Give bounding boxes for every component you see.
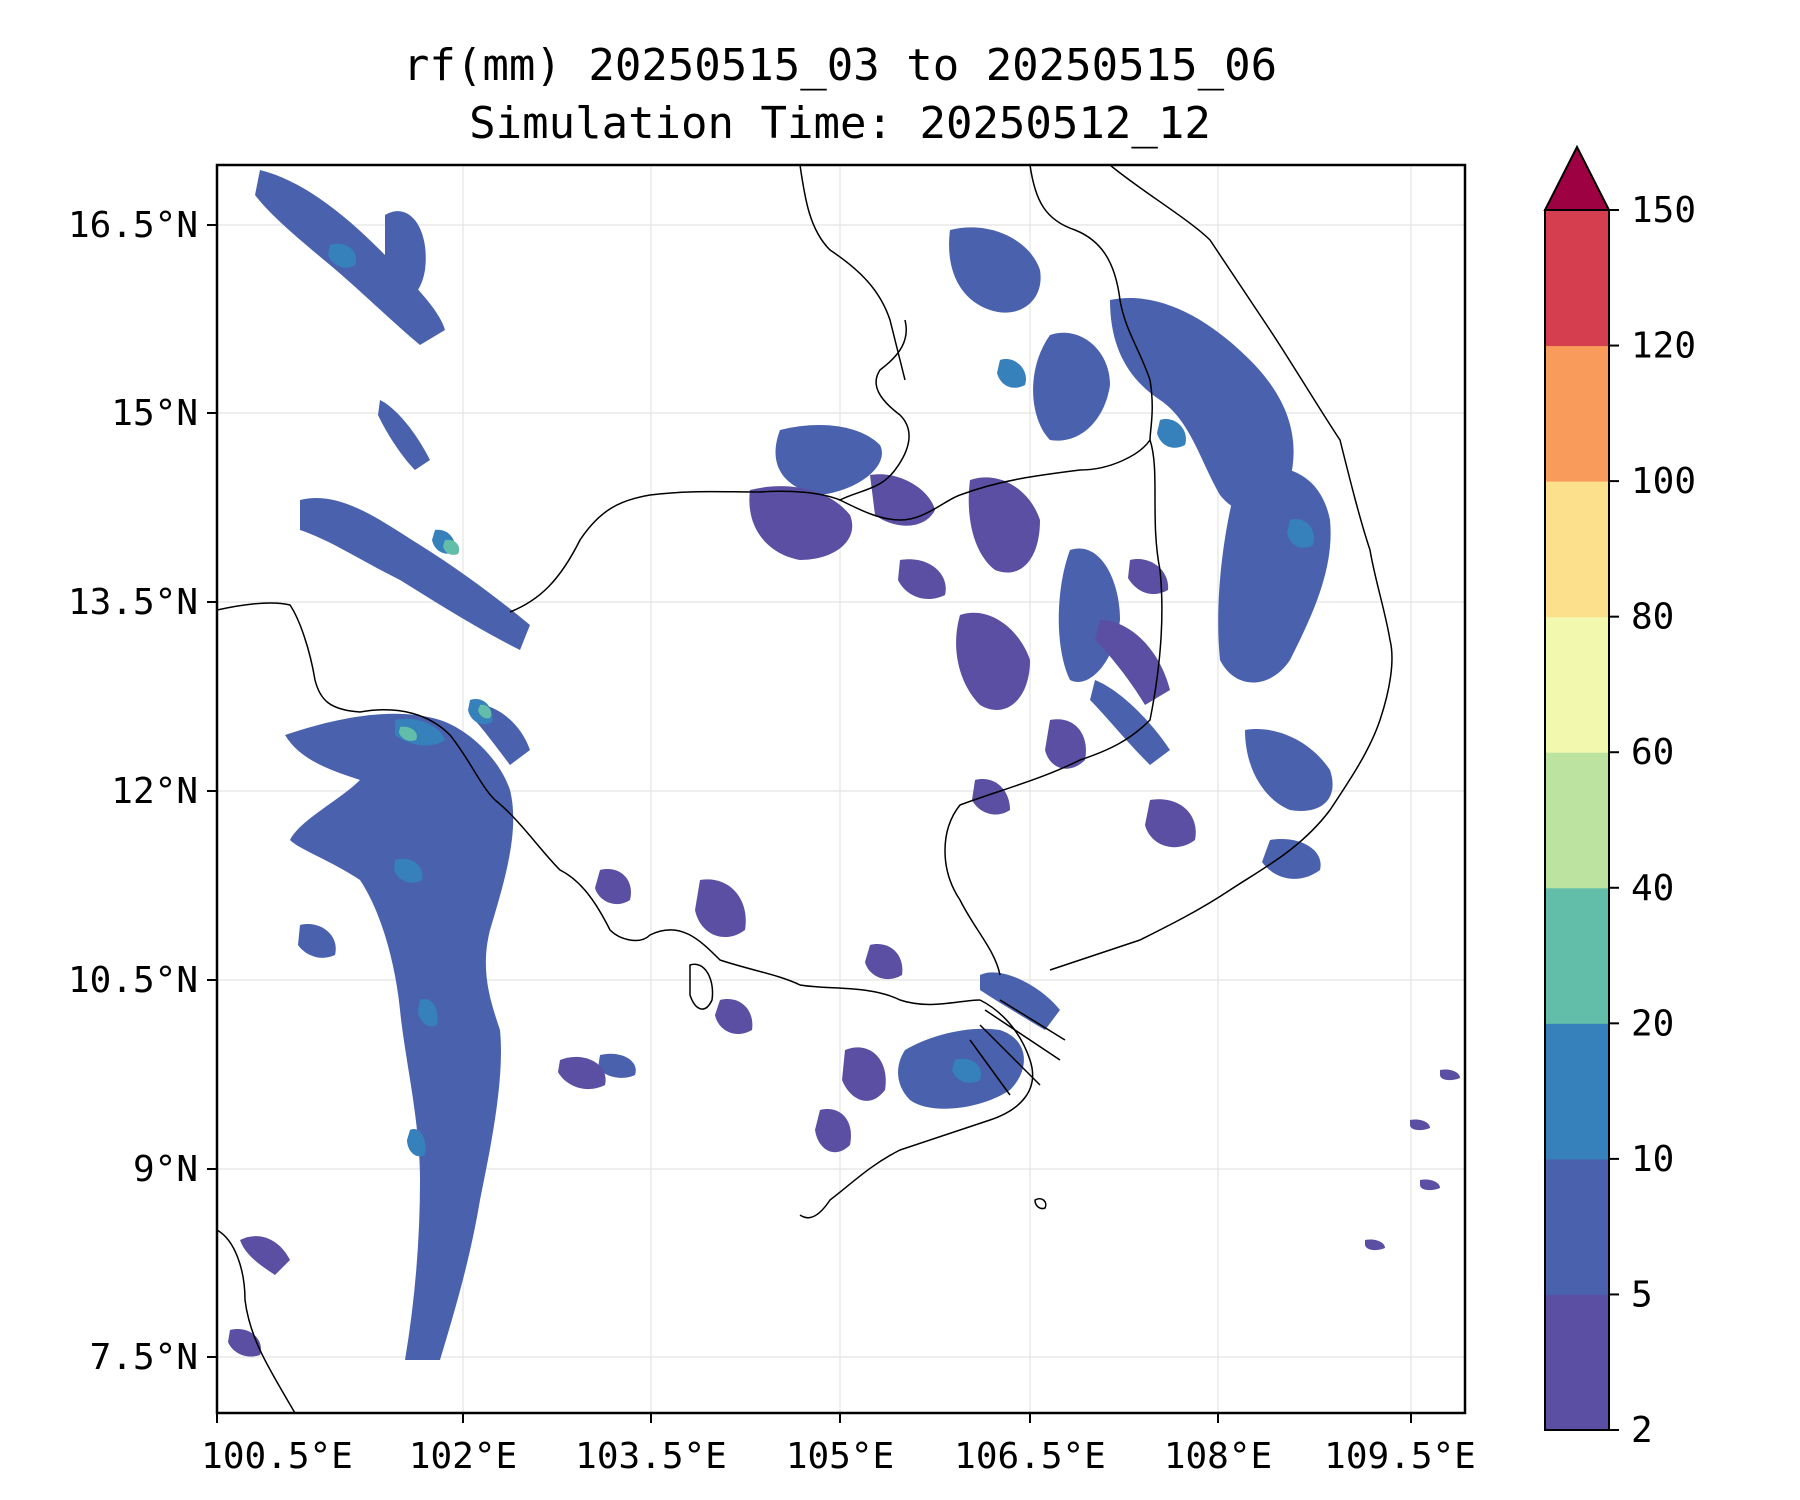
y-tick-label: 9°N	[133, 1149, 198, 1190]
map-subtitle: Simulation Time: 20250512_12	[469, 98, 1211, 149]
y-tick-label: 12°N	[111, 771, 198, 812]
rain-band-5mm-lighter	[228, 474, 1460, 1357]
coastline-vietnam-south	[799, 999, 1034, 1219]
colorbar-label: 10	[1631, 1139, 1674, 1180]
colorbar-labels: 2 5 10 20 40 60 80 100 120 150	[1631, 190, 1696, 1451]
map-title: rf(mm) 20250515_03 to 20250515_06	[402, 40, 1278, 91]
colorbar-ticks	[1609, 209, 1619, 1431]
border-cambodia-vietnam	[944, 439, 1163, 976]
colorbar-label: 100	[1631, 461, 1696, 502]
y-tick-label: 7.5°N	[90, 1337, 198, 1378]
colorbar: 2 5 10 20 40 60 80 100 120 150	[1543, 144, 1696, 1451]
x-tick-label: 100.5°E	[201, 1436, 353, 1477]
colorbar-label: 5	[1631, 1274, 1653, 1315]
rain-cores-20mm	[399, 539, 492, 741]
axis-ticks	[207, 224, 1412, 1423]
colorbar-segment	[1545, 210, 1609, 347]
x-tick-label: 109.5°E	[1324, 1436, 1476, 1477]
mekong-delta-branches	[969, 999, 1066, 1096]
border-cambodia-laos	[839, 319, 910, 501]
colorbar-segment	[1545, 1158, 1609, 1295]
border-laos-vietnam	[1029, 165, 1153, 441]
colorbar-segment	[1545, 616, 1609, 753]
island-phu-quoc	[689, 963, 714, 1010]
coastline-thailand-west	[217, 602, 496, 801]
colorbar-extend-arrow	[1543, 144, 1611, 211]
colorbar-label: 120	[1631, 326, 1696, 367]
coastline-cambodia	[494, 799, 981, 1006]
coastline-vietnam-east	[1049, 165, 1393, 971]
x-tick-label: 103.5°E	[575, 1436, 727, 1477]
colorbar-label: 2	[1631, 1410, 1653, 1451]
colorbar-segment	[1545, 1294, 1609, 1431]
x-tick-label: 106.5°E	[954, 1436, 1106, 1477]
colorbar-segments	[1545, 210, 1609, 1431]
coastlines-and-borders	[217, 165, 1393, 1413]
rain-cores-10mm	[328, 243, 1315, 1157]
y-tick-label: 10.5°N	[68, 960, 198, 1001]
x-tick-label: 102°E	[409, 1436, 517, 1477]
rainfall-contours	[228, 170, 1460, 1360]
colorbar-label: 40	[1631, 868, 1674, 909]
colorbar-segment	[1545, 1023, 1609, 1160]
colorbar-label: 60	[1631, 732, 1674, 773]
y-tick-label: 15°N	[111, 393, 198, 434]
colorbar-segment	[1545, 752, 1609, 889]
colorbar-segment	[1545, 481, 1609, 618]
island-con-dao	[1034, 1197, 1047, 1210]
y-tick-label: 13.5°N	[68, 582, 198, 623]
colorbar-frame	[1544, 209, 1610, 1431]
colorbar-label: 80	[1631, 597, 1674, 638]
peninsula-coast	[217, 1229, 296, 1413]
colorbar-segment	[1545, 345, 1609, 482]
colorbar-label: 150	[1631, 190, 1696, 231]
colorbar-segment	[1545, 887, 1609, 1024]
x-tick-label: 105°E	[786, 1436, 894, 1477]
border-thailand-laos	[799, 165, 906, 381]
border-cambodia-thailand	[509, 490, 961, 613]
x-tick-label: 108°E	[1164, 1436, 1272, 1477]
gridlines	[216, 165, 1465, 1413]
y-tick-label: 16.5°N	[68, 205, 198, 246]
colorbar-label: 20	[1631, 1003, 1674, 1044]
